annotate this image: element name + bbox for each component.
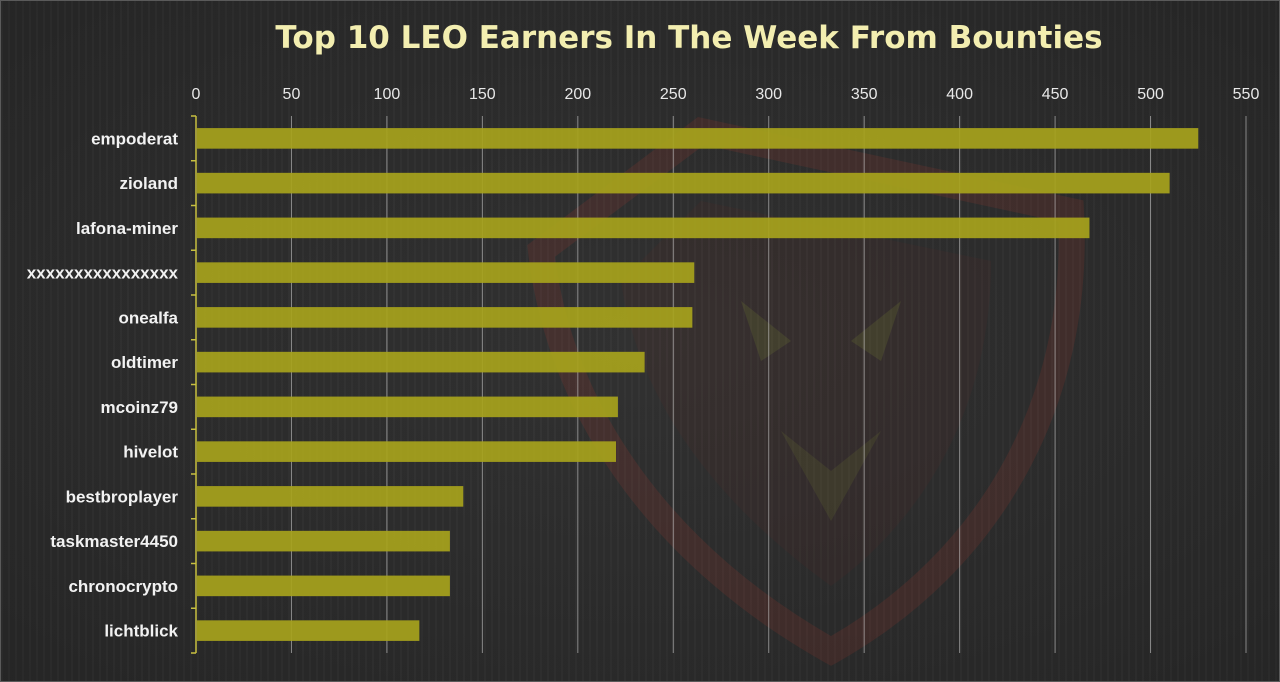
x-tick-label: 50 (283, 86, 301, 103)
lion-shield-icon (527, 117, 1085, 666)
category-label: lichtblick (104, 622, 178, 641)
bar-taskmaster4450 (197, 530, 450, 552)
x-tick-label: 0 (192, 86, 201, 103)
x-tick-label: 500 (1137, 86, 1164, 103)
bar-bestbroplayer (197, 486, 464, 507)
x-tick-label: 550 (1233, 86, 1260, 103)
category-label: bestbroplayer (66, 487, 179, 506)
category-label: empoderat (91, 129, 178, 148)
bar-empoderat (197, 128, 1199, 149)
bar-hivelot (197, 441, 616, 462)
bar-xxxxxxxxxxxxxxxx (197, 262, 695, 283)
bar-lichtblick (197, 620, 420, 641)
x-tick-label: 150 (469, 86, 496, 103)
category-label: onealfa (118, 308, 178, 327)
bar-onealfa (197, 307, 693, 328)
x-tick-label: 100 (374, 86, 401, 103)
x-tick-label: 200 (564, 86, 591, 103)
bars (197, 128, 1199, 641)
category-label: mcoinz79 (101, 398, 178, 417)
category-label: chronocrypto (68, 577, 178, 596)
bar-mcoinz79 (197, 396, 618, 418)
x-tick-label: 250 (660, 86, 687, 103)
chart-title: Top 10 LEO Earners In The Week From Boun… (275, 20, 1102, 56)
category-label: oldtimer (111, 353, 178, 372)
x-axis: 0 50 100 150 200 250 300 350 400 450 500 550 (192, 86, 1260, 103)
category-label: hivelot (123, 443, 178, 462)
bar-lafona-miner (197, 217, 1090, 239)
category-label: xxxxxxxxxxxxxxxx (27, 264, 179, 283)
y-axis: empoderat zioland lafona-miner xxxxxxxxxxxx… (27, 129, 179, 640)
x-tick-label: 400 (946, 86, 973, 103)
x-tick-label: 300 (755, 86, 782, 103)
x-tick-label: 350 (851, 86, 878, 103)
x-tick-label: 450 (1042, 86, 1069, 103)
bar-oldtimer (197, 351, 645, 373)
grid-lines (191, 115, 1247, 654)
bar-zioland (197, 172, 1170, 194)
bar-chronocrypto (197, 575, 450, 597)
category-label: taskmaster4450 (50, 532, 178, 551)
category-label: zioland (119, 174, 178, 193)
category-label: lafona-miner (76, 219, 178, 238)
